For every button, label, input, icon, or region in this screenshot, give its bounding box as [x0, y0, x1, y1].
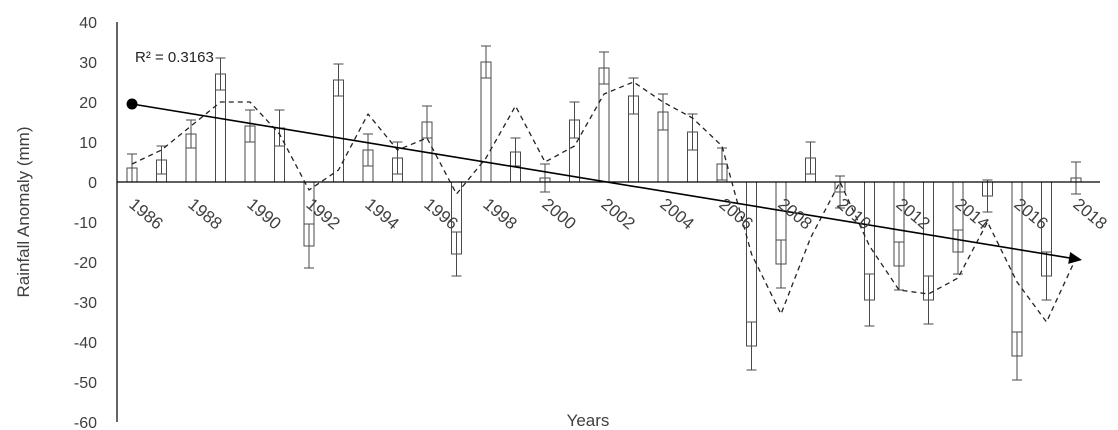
x-tick-2000: 2000 [538, 195, 579, 234]
y-tick-20: 20 [79, 95, 97, 112]
x-tick-2018: 2018 [1069, 195, 1110, 234]
trendline [131, 103, 1075, 260]
bar-2002 [598, 67, 610, 183]
y-tick--50: -50 [74, 375, 97, 392]
y-tick-labels: 40 30 20 10 0 -10 -20 -30 -40 -50 -60 [74, 15, 97, 430]
dashed-moving-average-line [131, 81, 1077, 323]
x-tick-2002: 2002 [597, 195, 638, 234]
x-tick-1998: 1998 [479, 195, 520, 234]
bar-1998 [480, 61, 492, 183]
y-tick--60: -60 [74, 415, 97, 430]
y-tick-0: 0 [88, 175, 97, 192]
y-tick--10: -10 [74, 215, 97, 232]
error-bars-group [127, 45, 1081, 381]
y-tick--40: -40 [74, 335, 97, 352]
x-axis-label: Years [567, 411, 610, 430]
y-tick--20: -20 [74, 255, 97, 272]
trendline-arrowhead [1068, 251, 1082, 264]
x-tick-1986: 1986 [125, 195, 166, 234]
y-axis-label: Rainfall Anomaly (mm) [14, 127, 33, 298]
y-tick-10: 10 [79, 135, 97, 152]
y-tick--30: -30 [74, 295, 97, 312]
x-tick-1990: 1990 [243, 195, 284, 234]
x-tick-1988: 1988 [184, 195, 225, 234]
r-squared-annotation: R² = 0.3163 [135, 49, 214, 66]
trendline-start-dot [126, 98, 138, 110]
lines-group [126, 81, 1082, 323]
y-tick-40: 40 [79, 15, 97, 32]
x-tick-2004: 2004 [656, 195, 697, 234]
x-tick-1994: 1994 [361, 195, 402, 234]
y-tick-30: 30 [79, 55, 97, 72]
